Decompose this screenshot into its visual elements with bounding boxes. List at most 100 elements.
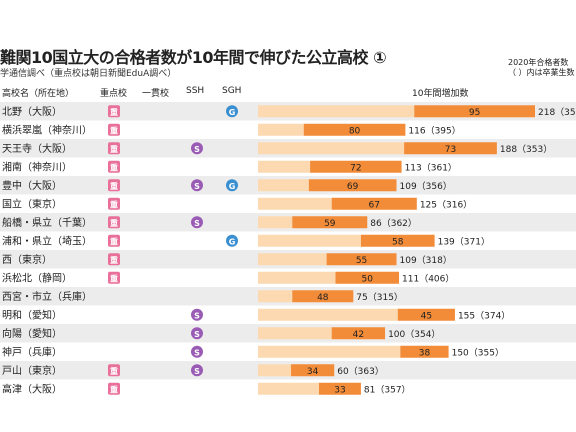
total-label: 150（355）	[452, 347, 504, 358]
bar-base	[258, 253, 327, 266]
bar-base	[258, 197, 332, 210]
priority-badge-label: 重	[110, 218, 118, 228]
sgh-badge	[226, 179, 238, 192]
total-label: 109（356）	[400, 181, 452, 192]
increase-label: 55	[356, 256, 367, 266]
legend-note: 2020年合格者数 （ ）内は卒業生数	[508, 58, 575, 78]
bar-increase	[414, 105, 535, 118]
priority-badge	[108, 142, 120, 155]
ssh-badge-label: S	[194, 330, 200, 339]
ssh-badge	[191, 308, 203, 321]
total-label: 109（318）	[400, 255, 452, 266]
increase-label: 58	[392, 237, 404, 247]
chart-subtitle: 学通信調べ（重点校は朝日新聞EduA調べ）	[0, 69, 177, 79]
priority-badge-label: 重	[110, 181, 118, 191]
total-label: 188（353）	[500, 144, 552, 155]
school-name: 明和（愛知）	[2, 308, 62, 321]
ssh-badge	[191, 142, 203, 155]
school-name: 西宮・市立（兵庫）	[2, 290, 92, 303]
priority-badge	[108, 160, 120, 173]
total-label: 60（363）	[337, 366, 384, 377]
increase-label: 69	[347, 182, 359, 192]
school-name: 湘南（神奈川）	[2, 160, 72, 173]
ssh-badge-label: S	[194, 367, 200, 376]
ssh-badge-label: S	[194, 311, 200, 320]
bar-increase	[310, 160, 402, 173]
header-ikkan: 一貫校	[142, 89, 170, 99]
increase-label: 59	[324, 219, 336, 229]
increase-label: 73	[445, 145, 456, 155]
bar-base	[258, 179, 309, 192]
increase-label: 45	[421, 311, 432, 321]
sgh-badge	[226, 234, 238, 247]
bar-base	[258, 327, 332, 340]
bar-increase	[326, 253, 397, 266]
priority-badge-label: 重	[110, 162, 118, 172]
total-label: 75（315）	[356, 292, 403, 303]
increase-label: 50	[362, 274, 374, 284]
sgh-badge-label: G	[229, 237, 236, 246]
priority-badge	[108, 105, 120, 118]
ssh-badge	[191, 216, 203, 229]
total-label: 218（357）	[538, 107, 576, 118]
bar-increase	[291, 364, 335, 377]
bar-base	[258, 382, 319, 395]
total-label: 111（406）	[402, 273, 454, 284]
priority-badge-label: 重	[110, 236, 118, 246]
bar-increase	[397, 308, 455, 321]
ssh-badge	[191, 179, 203, 192]
sgh-badge-label: G	[229, 108, 236, 117]
increase-label: 67	[369, 200, 380, 210]
ssh-badge-label: S	[194, 182, 200, 191]
school-name: 豊中（大阪）	[2, 179, 62, 192]
header-ssh: SSH	[186, 86, 205, 96]
bar-base	[258, 271, 336, 284]
school-name: 浜松北（静岡）	[2, 271, 72, 284]
header-school: 高校名（所在地）	[2, 89, 75, 99]
school-name: 天王寺（大阪）	[2, 142, 72, 155]
bar-base	[258, 308, 398, 321]
increase-label: 34	[307, 367, 319, 377]
bar-base	[258, 160, 311, 173]
school-name: 北野（大阪）	[2, 105, 62, 118]
priority-badge	[108, 382, 120, 395]
priority-badge	[108, 216, 120, 229]
increase-label: 95	[469, 108, 480, 118]
bar-increase	[318, 382, 361, 395]
bar-base	[258, 216, 293, 229]
total-label: 113（361）	[405, 162, 457, 173]
bar-increase	[335, 271, 400, 284]
total-label: 116（395）	[408, 125, 460, 136]
sgh-badge-label: G	[229, 182, 236, 191]
school-name: 船橋・県立（千葉）	[2, 216, 92, 229]
increase-label: 38	[419, 348, 431, 358]
bar-base	[258, 123, 304, 136]
total-label: 139（371）	[438, 236, 490, 247]
priority-badge	[108, 253, 120, 266]
priority-badge-label: 重	[110, 273, 118, 283]
priority-badge-label: 重	[110, 366, 118, 376]
priority-badge	[108, 234, 120, 247]
priority-badge-label: 重	[110, 144, 118, 154]
bar-increase	[331, 327, 386, 340]
bar-base	[258, 345, 401, 358]
bar-increase	[404, 142, 497, 155]
bar-increase	[292, 216, 368, 229]
school-name: 向陽（愛知）	[2, 327, 62, 340]
sgh-badge	[226, 105, 238, 118]
increase-label: 33	[334, 385, 345, 395]
ssh-badge	[191, 364, 203, 377]
total-label: 155（374）	[458, 310, 510, 321]
ssh-badge	[191, 345, 203, 358]
ssh-badge-label: S	[194, 219, 200, 228]
school-name: 国立（東京）	[2, 197, 62, 210]
header-sgh: SGH	[222, 86, 242, 96]
priority-badge	[108, 179, 120, 192]
priority-badge-label: 重	[110, 125, 118, 135]
increase-label: 48	[317, 293, 329, 303]
bar-increase	[331, 197, 417, 210]
bar-increase	[308, 179, 397, 192]
legend-note-line-2: （ ）内は卒業生数	[508, 68, 575, 77]
bar-base	[258, 290, 293, 303]
